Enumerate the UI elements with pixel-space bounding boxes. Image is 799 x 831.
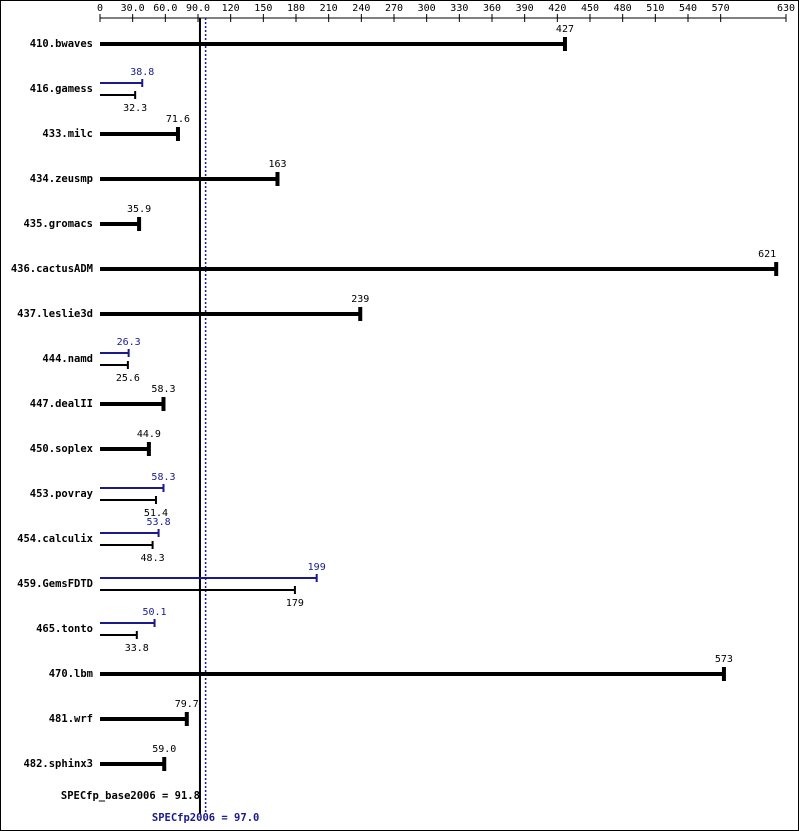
value-label: 35.9 bbox=[127, 204, 151, 215]
value-label: 33.8 bbox=[125, 643, 149, 654]
reference-label: SPECfp_base2006 = 91.8 bbox=[61, 790, 200, 802]
x-tick-label: 540 bbox=[679, 3, 697, 14]
bar bbox=[100, 217, 142, 231]
bar bbox=[100, 262, 779, 276]
x-tick-label: 630 bbox=[777, 3, 795, 14]
x-tick-label: 510 bbox=[646, 3, 664, 14]
value-label: 573 bbox=[715, 654, 733, 665]
x-tick-label: 60.0 bbox=[153, 3, 177, 14]
value-label: 58.3 bbox=[151, 384, 175, 395]
value-label: 32.3 bbox=[123, 103, 147, 114]
bar bbox=[100, 397, 166, 411]
category-label: 410.bwaves bbox=[30, 38, 93, 50]
value-label: 59.0 bbox=[152, 744, 176, 755]
bar bbox=[100, 91, 137, 99]
bar bbox=[100, 712, 189, 726]
x-tick-label: 390 bbox=[516, 3, 534, 14]
category-label: 465.tonto bbox=[36, 623, 93, 635]
bar bbox=[100, 541, 154, 549]
value-label: 25.6 bbox=[116, 373, 140, 384]
category-label: 444.namd bbox=[42, 353, 93, 365]
bar bbox=[100, 631, 138, 639]
category-label: 435.gromacs bbox=[23, 218, 93, 230]
category-label: 450.soplex bbox=[30, 443, 94, 455]
reference-label: SPECfp2006 = 97.0 bbox=[152, 812, 259, 824]
value-label: 38.8 bbox=[130, 67, 154, 78]
x-tick-label: 480 bbox=[614, 3, 632, 14]
x-tick-label: 330 bbox=[450, 3, 468, 14]
bar bbox=[100, 667, 726, 681]
x-tick-label: 420 bbox=[548, 3, 566, 14]
x-tick-label: 450 bbox=[581, 3, 599, 14]
x-tick-label: 210 bbox=[320, 3, 338, 14]
x-tick-label: 360 bbox=[483, 3, 501, 14]
value-label: 58.3 bbox=[151, 472, 175, 483]
value-label: 163 bbox=[268, 159, 286, 170]
category-label: 437.leslie3d bbox=[17, 308, 93, 320]
category-label: 482.sphinx3 bbox=[23, 758, 93, 770]
value-label: 44.9 bbox=[137, 429, 161, 440]
value-label: 71.6 bbox=[166, 114, 190, 125]
x-tick-label: 90.0 bbox=[186, 3, 210, 14]
bar bbox=[100, 172, 280, 186]
category-label: 434.zeusmp bbox=[30, 173, 93, 185]
x-tick-label: 300 bbox=[418, 3, 436, 14]
bar bbox=[100, 586, 296, 594]
x-tick-label: 120 bbox=[222, 3, 240, 14]
x-tick-label: 270 bbox=[385, 3, 403, 14]
value-label: 79.7 bbox=[175, 699, 199, 710]
bar bbox=[100, 307, 363, 321]
bar bbox=[100, 79, 144, 87]
category-label: 470.lbm bbox=[49, 668, 93, 680]
category-label: 459.GemsFDTD bbox=[17, 578, 93, 590]
bar bbox=[100, 127, 180, 141]
value-label: 179 bbox=[286, 598, 304, 609]
value-label: 239 bbox=[351, 294, 369, 305]
bar bbox=[100, 496, 157, 504]
category-label: 481.wrf bbox=[49, 713, 93, 725]
value-label: 26.3 bbox=[117, 337, 141, 348]
bar bbox=[100, 619, 156, 627]
bar bbox=[100, 361, 129, 369]
category-label: 433.milc bbox=[42, 128, 93, 140]
x-tick-label: 30.0 bbox=[121, 3, 145, 14]
x-tick-label: 180 bbox=[287, 3, 305, 14]
category-label: 454.calculix bbox=[17, 533, 94, 545]
x-tick-label: 150 bbox=[254, 3, 272, 14]
value-label: 621 bbox=[758, 249, 776, 260]
category-label: 416.gamess bbox=[30, 83, 93, 95]
category-label: 447.dealII bbox=[30, 398, 93, 410]
bar bbox=[100, 757, 167, 771]
value-label: 51.4 bbox=[144, 508, 168, 519]
bar bbox=[100, 349, 130, 357]
category-label: 436.cactusADM bbox=[11, 263, 93, 275]
bar bbox=[100, 529, 160, 537]
value-label: 427 bbox=[556, 24, 574, 35]
value-label: 199 bbox=[308, 562, 326, 573]
bar bbox=[100, 442, 151, 456]
x-tick-label: 570 bbox=[712, 3, 730, 14]
bar bbox=[100, 484, 165, 492]
category-label: 453.povray bbox=[30, 488, 94, 500]
value-label: 53.8 bbox=[147, 517, 171, 528]
value-label: 48.3 bbox=[141, 553, 165, 564]
bar bbox=[100, 37, 567, 51]
value-label: 50.1 bbox=[143, 607, 167, 618]
x-tick-label: 240 bbox=[352, 3, 370, 14]
x-tick-label: 0 bbox=[97, 3, 103, 14]
bar bbox=[100, 574, 318, 582]
